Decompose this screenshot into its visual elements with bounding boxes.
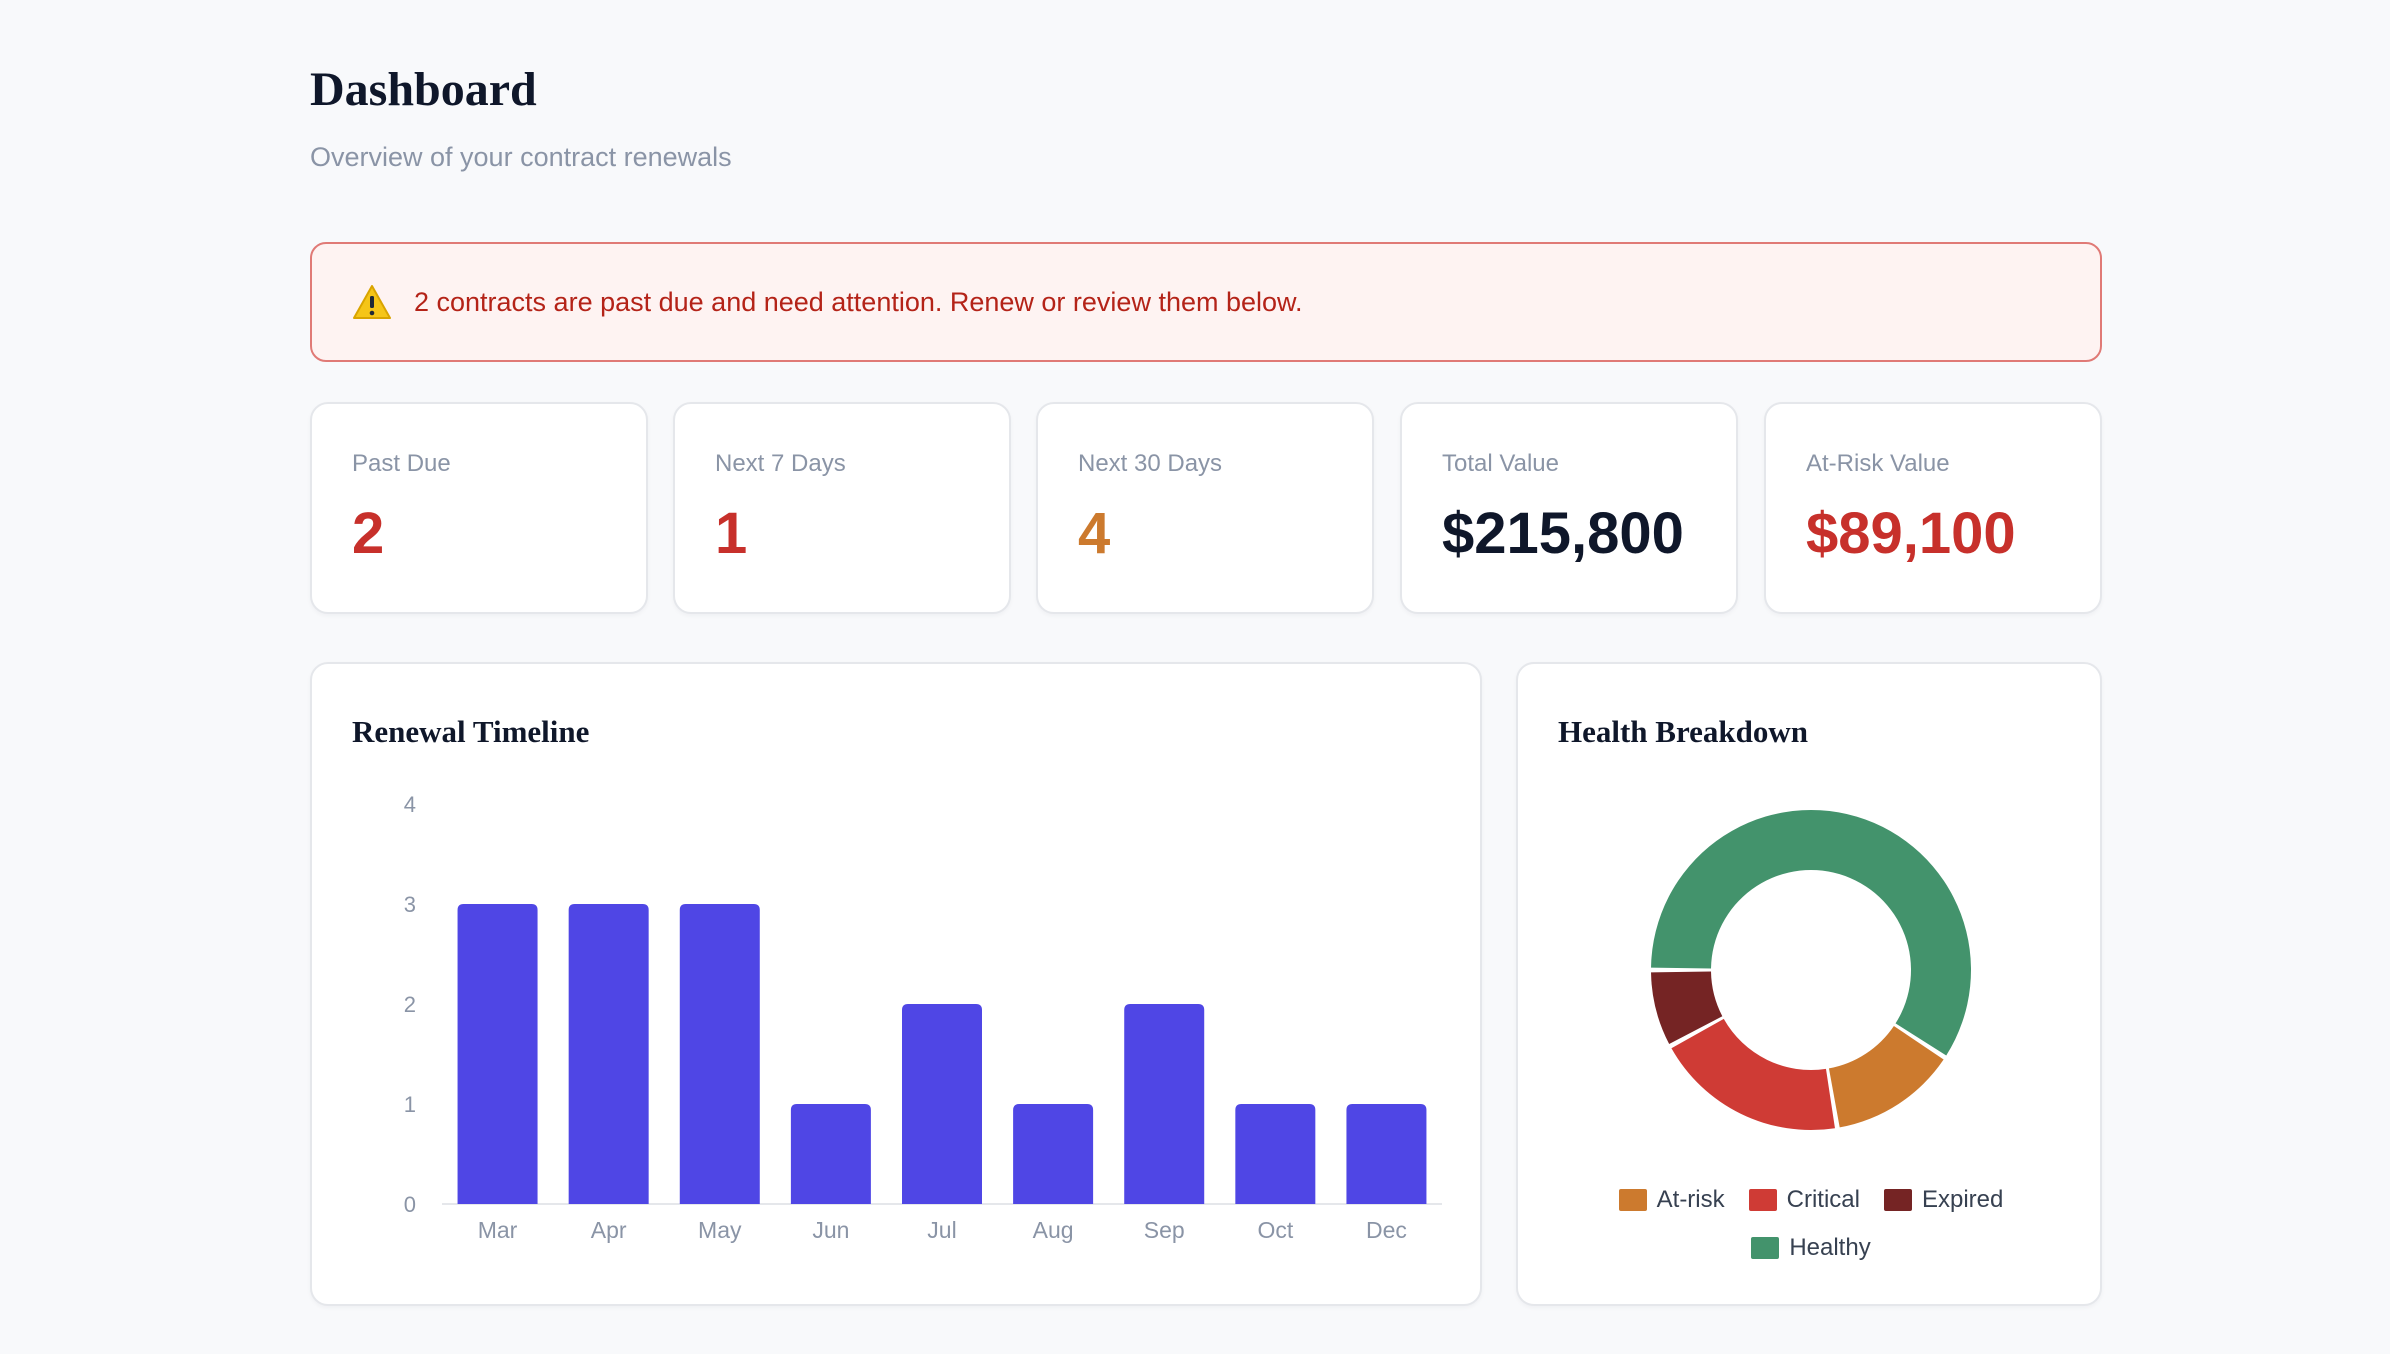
health-breakdown-chart bbox=[1651, 810, 1971, 1130]
panel-title: Health Breakdown bbox=[1558, 714, 1809, 749]
y-tick-label: 3 bbox=[404, 892, 416, 917]
stat-label: Next 7 Days bbox=[715, 450, 846, 477]
bar-oct[interactable] bbox=[1235, 1104, 1316, 1204]
slice-at-risk[interactable] bbox=[1828, 1025, 1944, 1128]
stat-value: 2 bbox=[352, 501, 385, 566]
bar-jul[interactable] bbox=[902, 1004, 982, 1204]
bar-may[interactable] bbox=[679, 904, 760, 1204]
stat-value: 4 bbox=[1078, 501, 1111, 566]
dashboard-page: Dashboard Overview of your contract rene… bbox=[310, 0, 2102, 1354]
legend-swatch bbox=[1748, 1189, 1777, 1211]
renewal-timeline-panel: 0 1 2 3 4 Mar Apr May Jun Jul Aug Sep Oct Dec Renewal… bbox=[310, 662, 1482, 1306]
bar-aug[interactable] bbox=[1013, 1104, 1094, 1204]
x-tick-label: Dec bbox=[1366, 1217, 1407, 1243]
stat-label: At-Risk Value bbox=[1806, 450, 1950, 477]
x-tick-label: Apr bbox=[591, 1217, 627, 1243]
warning-icon bbox=[353, 285, 391, 319]
stat-label: Next 30 Days bbox=[1078, 450, 1223, 477]
x-tick-label: Jul bbox=[927, 1217, 956, 1243]
slice-expired[interactable] bbox=[1651, 971, 1723, 1045]
stat-label: Total Value bbox=[1442, 450, 1559, 477]
bar-mar[interactable] bbox=[457, 904, 538, 1204]
stat-card-total-value[interactable]: Total Value $215,800 bbox=[1400, 402, 1738, 614]
stat-label: Past Due bbox=[352, 450, 451, 477]
legend-label: Healthy bbox=[1789, 1234, 1871, 1261]
slice-healthy[interactable] bbox=[1651, 810, 1971, 1056]
y-tick-label: 1 bbox=[404, 1092, 416, 1117]
health-breakdown-panel: Health Breakdown At-risk Critical Expired H… bbox=[1516, 662, 2102, 1306]
bar-dec[interactable] bbox=[1346, 1104, 1427, 1204]
y-tick-label: 4 bbox=[404, 792, 416, 817]
x-tick-label: Mar bbox=[478, 1217, 518, 1243]
x-tick-label: May bbox=[698, 1217, 742, 1243]
legend-item-healthy[interactable]: Healthy bbox=[1751, 1234, 1871, 1262]
stats-row: Past Due 2 Next 7 Days 1 Next 30 Days 4 … bbox=[310, 402, 2102, 614]
x-tick-label: Sep bbox=[1144, 1217, 1185, 1243]
stat-card-at-risk-value[interactable]: At-Risk Value $89,100 bbox=[1764, 402, 2102, 614]
stat-value: $89,100 bbox=[1806, 501, 2016, 566]
x-tick-label: Jun bbox=[812, 1217, 849, 1243]
legend-item-critical[interactable]: Critical bbox=[1748, 1186, 1860, 1214]
y-tick-label: 0 bbox=[404, 1192, 416, 1217]
x-tick-label: Oct bbox=[1257, 1217, 1293, 1243]
legend-swatch bbox=[1883, 1189, 1912, 1211]
renewal-timeline-chart: 0 1 2 3 4 Mar Apr May Jun Jul Aug Sep Oct Dec bbox=[404, 792, 1442, 1243]
x-tick-label: Aug bbox=[1033, 1217, 1074, 1243]
legend-swatch bbox=[1751, 1237, 1780, 1259]
stat-value: $215,800 bbox=[1442, 501, 1684, 566]
legend-label: Critical bbox=[1786, 1186, 1860, 1213]
stat-card-next-30-days[interactable]: Next 30 Days 4 bbox=[1036, 402, 1374, 614]
legend-label: At-risk bbox=[1656, 1186, 1725, 1213]
legend-item-at-risk[interactable]: At-risk bbox=[1618, 1186, 1725, 1214]
legend-label: Expired bbox=[1921, 1186, 2004, 1213]
bar-apr[interactable] bbox=[568, 904, 649, 1204]
stat-value: 1 bbox=[715, 501, 748, 566]
alert-message: 2 contracts are past due and need attent… bbox=[414, 286, 1303, 317]
health-legend: At-risk Critical Expired Healthy bbox=[1518, 1186, 2104, 1262]
panel-title: Renewal Timeline bbox=[352, 714, 590, 749]
legend-item-expired[interactable]: Expired bbox=[1883, 1186, 2004, 1214]
bar-jun[interactable] bbox=[790, 1104, 871, 1204]
stat-card-next-7-days[interactable]: Next 7 Days 1 bbox=[673, 402, 1011, 614]
bar-sep[interactable] bbox=[1124, 1004, 1205, 1204]
slice-critical[interactable] bbox=[1671, 1018, 1835, 1130]
page-subtitle: Overview of your contract renewals bbox=[310, 142, 732, 172]
stat-card-past-due[interactable]: Past Due 2 bbox=[310, 402, 648, 614]
past-due-alert: 2 contracts are past due and need attent… bbox=[310, 242, 2102, 362]
y-tick-label: 2 bbox=[404, 992, 416, 1017]
legend-swatch bbox=[1618, 1189, 1647, 1211]
page-title: Dashboard bbox=[310, 63, 537, 116]
